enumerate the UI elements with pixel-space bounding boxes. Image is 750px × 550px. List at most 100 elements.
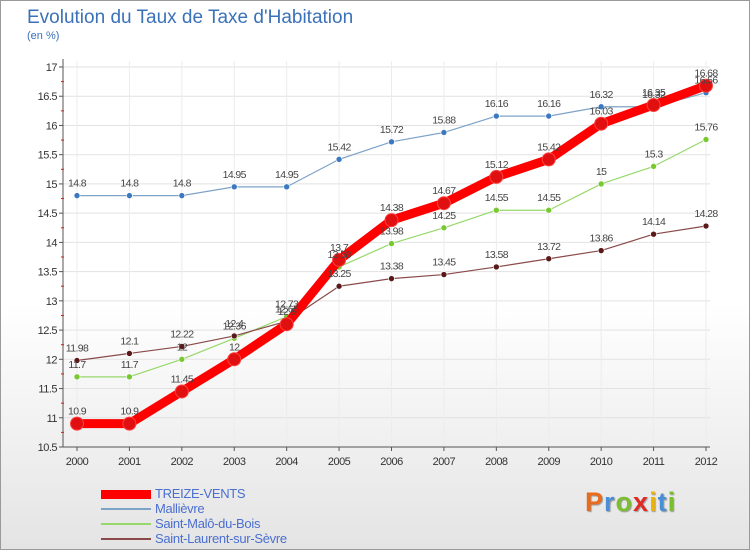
y-tick-label: 16: [46, 120, 58, 132]
legend-label: Saint-Malô-du-Bois: [155, 516, 261, 531]
data-label: 13.58: [327, 249, 351, 261]
x-tick-label: 2009: [538, 456, 561, 468]
data-point: [279, 317, 294, 332]
data-label: 15.72: [380, 124, 404, 136]
data-label: 13.25: [327, 268, 351, 280]
data-label: 14.14: [642, 216, 666, 228]
legend-swatch: [101, 489, 151, 499]
x-tick-label: 2001: [118, 456, 141, 468]
data-label: 12.73: [275, 299, 299, 311]
data-point: [335, 282, 343, 290]
x-tick-label: 2002: [171, 456, 194, 468]
data-label: 14.28: [694, 208, 718, 220]
legend-swatch: [101, 523, 151, 525]
data-label: 14.95: [223, 169, 247, 181]
data-label: 12: [177, 341, 188, 353]
chart-subtitle: (en %): [27, 30, 60, 42]
data-label: 15.12: [485, 159, 509, 171]
data-label: 16.03: [590, 106, 614, 118]
data-point: [178, 192, 186, 199]
data-label: 14.8: [120, 178, 139, 190]
data-point: [174, 384, 189, 399]
data-point: [283, 183, 290, 191]
x-tick-label: 2008: [485, 456, 508, 468]
data-label: 12: [229, 341, 240, 353]
data-label: 12.4: [225, 318, 244, 330]
data-label: 13.45: [432, 257, 456, 269]
data-point: [178, 343, 186, 350]
data-label: 12.36: [223, 320, 247, 332]
data-label: 15.42: [327, 141, 351, 153]
data-label: 14.55: [485, 192, 509, 204]
data-point: [122, 416, 137, 431]
data-label: 12.6: [278, 306, 297, 318]
data-label: 10.9: [68, 406, 87, 418]
data-label: 11.98: [66, 342, 89, 354]
data-point: [650, 163, 657, 170]
data-label: 14.8: [173, 178, 192, 190]
x-tick-label: 2000: [66, 456, 89, 468]
data-point: [73, 357, 81, 364]
data-label: 15.88: [432, 114, 456, 126]
data-label: 13.7: [330, 242, 349, 254]
y-tick-label: 14.5: [38, 208, 58, 220]
y-tick-label: 15.5: [38, 150, 58, 162]
data-point: [73, 192, 81, 199]
data-label: 14.25: [432, 210, 456, 222]
data-point: [227, 352, 242, 367]
data-label: 13.58: [485, 249, 509, 261]
x-tick-label: 2003: [223, 456, 246, 468]
data-label: 16.56: [694, 75, 718, 87]
legend-label: Saint-Laurent-sur-Sèvre: [155, 531, 287, 546]
data-point: [440, 224, 448, 232]
x-tick-label: 2011: [643, 456, 665, 468]
data-label: 11.7: [68, 359, 86, 371]
data-point: [126, 373, 133, 381]
data-label: 14.95: [275, 169, 299, 181]
data-label: 12.1: [120, 335, 139, 347]
y-tick-label: 11: [47, 413, 58, 425]
data-label: 12.65: [275, 303, 299, 315]
x-tick-label: 2006: [380, 456, 403, 468]
data-point: [541, 152, 556, 167]
data-point: [493, 112, 500, 120]
y-tick-label: 10.5: [38, 442, 58, 454]
data-point: [597, 180, 605, 188]
data-point: [493, 206, 500, 214]
data-label: 16.68: [694, 68, 718, 80]
chart-title: Evolution du Taux de Taxe d'Habitation: [27, 7, 354, 28]
data-point: [230, 183, 238, 191]
data-label: 13.72: [537, 241, 561, 253]
data-label: 16.32: [642, 89, 666, 101]
data-point: [388, 275, 395, 282]
legend-label: Mallièvre: [155, 501, 205, 516]
data-label: 13.98: [380, 226, 404, 238]
data-point: [699, 78, 713, 93]
data-label: 15: [596, 166, 607, 178]
data-point: [73, 373, 81, 381]
data-label: 15.42: [537, 141, 561, 153]
y-tick-label: 13.5: [38, 267, 58, 279]
y-tick-label: 11.5: [38, 384, 57, 396]
y-tick-label: 16.5: [38, 91, 58, 103]
data-point: [594, 116, 609, 131]
data-point: [440, 129, 448, 136]
data-label: 13.38: [380, 261, 404, 273]
data-point: [384, 213, 399, 228]
data-point: [545, 206, 553, 214]
data-label: 15.3: [645, 148, 664, 160]
x-tick-label: 2005: [328, 456, 351, 468]
x-tick-label: 2012: [695, 456, 718, 468]
data-label: 16.16: [485, 98, 509, 110]
y-tick-label: 12.5: [38, 325, 58, 337]
y-tick-label: 12: [46, 354, 58, 366]
data-point: [335, 156, 343, 163]
data-label: 11.7: [121, 359, 139, 371]
data-point: [545, 255, 553, 263]
data-label: 16.16: [537, 98, 561, 110]
legend-label: TREIZE-VENTS: [155, 486, 246, 501]
data-point: [545, 112, 553, 120]
x-tick-label: 2010: [590, 456, 613, 468]
